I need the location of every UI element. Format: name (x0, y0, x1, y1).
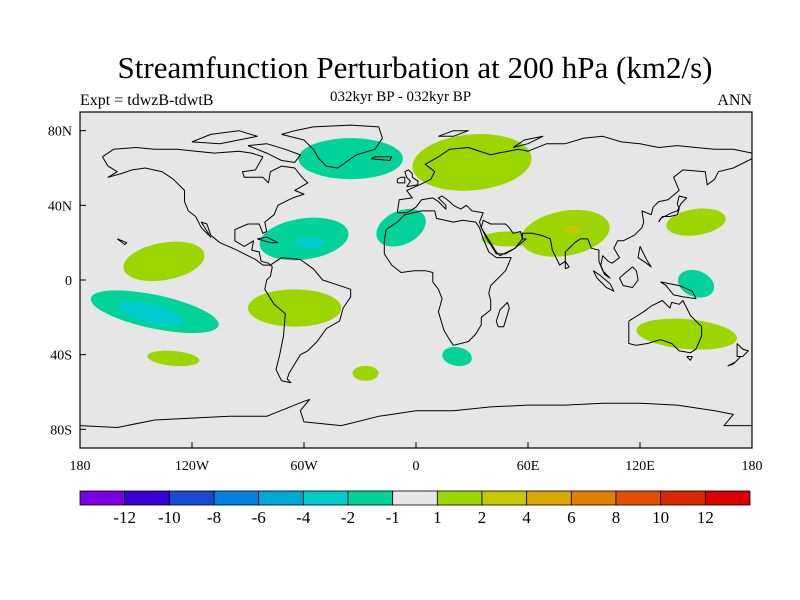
anomaly-region-9 (352, 365, 379, 381)
colorbar-swatch-12 (615, 490, 662, 506)
anomaly-region-2 (123, 241, 205, 282)
anomaly-region-1 (118, 301, 184, 326)
coastline-baffin (247, 143, 301, 163)
coastline-south-america (264, 257, 352, 384)
colorbar-label-1: -10 (158, 508, 181, 527)
coastline-taiwan-phil (637, 246, 652, 268)
coastline-arctic-islands (191, 130, 258, 145)
colorbar-label-10: 6 (567, 508, 576, 527)
lat-tick-label-2: 0 (65, 274, 72, 289)
colorbar-swatch-11 (570, 490, 617, 506)
coastline-tasmania (686, 356, 693, 361)
coastline-madagascar (495, 301, 510, 328)
colorbar-swatch-10 (526, 490, 572, 506)
colorbar-label-9: 4 (522, 508, 531, 527)
coastline-greenland (281, 124, 383, 169)
colorbar-label-13: 12 (697, 508, 714, 527)
colorbar-label-12: 10 (652, 508, 669, 527)
anomaly-region-6 (294, 237, 325, 249)
colorbar-label-3: -6 (252, 508, 266, 527)
colorbar-swatch-0 (79, 490, 126, 506)
coastline-africa (383, 210, 512, 346)
colorbar-swatch-4 (258, 490, 304, 506)
anomaly-region-4 (247, 289, 342, 327)
anomaly-region-13 (481, 231, 538, 247)
colorbar-label-8: 2 (478, 508, 487, 527)
map-title: Streamfunction Perturbation at 200 hPa (… (117, 50, 713, 85)
season-label: ANN (717, 92, 752, 109)
coastline-japan (658, 195, 688, 223)
colorbar-label-2: -8 (207, 508, 221, 527)
coastline-layer (80, 124, 752, 428)
colorbar-swatch-9 (481, 490, 528, 506)
coastline-ireland (396, 176, 406, 184)
lat-tick-label-4: 80S (50, 423, 72, 438)
coastline-new-guinea (660, 281, 697, 300)
coastline-sri-lanka (564, 260, 570, 270)
coastline-new-zealand-south (727, 356, 742, 367)
lon-tick-label-1: 120W (175, 459, 210, 474)
colorbar-label-4: -4 (296, 508, 311, 527)
colorbar-swatch-2 (168, 490, 215, 506)
lat-tick-label-3: 40S (50, 349, 72, 364)
anomaly-region-16 (677, 269, 715, 298)
coastline-iceland (370, 156, 393, 161)
coastline-new-zealand (736, 343, 749, 357)
colorbar-label-0: -12 (113, 508, 136, 527)
lon-axis: 180 120W 60W 0 60E 120E 180 (70, 442, 763, 474)
anomaly-region-11 (412, 134, 532, 191)
lon-tick-label-5: 120E (625, 459, 655, 474)
coastline-europe-asia (396, 135, 752, 279)
lon-tick-label-0: 180 (70, 459, 91, 474)
anomaly-region-12 (521, 209, 610, 257)
lon-tick-label-6: 180 (742, 459, 763, 474)
coastline-australia (628, 300, 703, 354)
period-label: 032kyr BP - 032kyr BP (330, 89, 472, 105)
lat-tick-label-1: 40N (48, 199, 72, 214)
lat-tick-label-0: 80N (48, 125, 72, 140)
coastline-svalbard (438, 130, 469, 137)
lon-tick-label-4: 60E (517, 459, 540, 474)
coastline-north-america (101, 147, 309, 266)
anomaly-region-15 (666, 208, 726, 236)
coastline-novaya (512, 135, 544, 148)
coastline-cuba (257, 236, 279, 244)
coastline-sumatra (592, 270, 615, 292)
anomaly-region-17 (636, 318, 737, 350)
coastline-borneo (619, 266, 639, 288)
anomaly-region-14 (565, 225, 581, 234)
colorbar-swatch-3 (213, 490, 260, 506)
colorbar-swatch-7 (392, 490, 438, 506)
anomaly-region-3 (147, 350, 200, 367)
lat-axis: 80N 40N 0 40S 80S (48, 125, 86, 438)
anomaly-region-8 (376, 208, 426, 247)
colorbar-swatch-1 (124, 490, 170, 506)
colorbar-swatch-6 (347, 490, 394, 506)
colorbar-label-5: -2 (341, 508, 355, 527)
experiment-label: Expt = tdwzB-tdwtB (80, 92, 214, 109)
coastline-antarctica (80, 399, 752, 428)
colorbar-swatch-14 (704, 490, 751, 506)
colorbar-label-7: 1 (433, 508, 442, 527)
coastline-uk (404, 169, 419, 188)
colorbar-swatch-5 (302, 490, 349, 506)
colorbar-swatch-13 (660, 490, 706, 506)
colorbar-label-11: 8 (612, 508, 621, 527)
coastline-arabia (480, 219, 523, 255)
colorbar-swatch-8 (436, 490, 483, 506)
anomaly-region-10 (442, 346, 472, 367)
colorbar: -12 -10 -8 -6 -4 -2 -1 1 2 4 6 8 10 12 (79, 490, 751, 527)
lon-tick-label-3: 0 (413, 459, 420, 474)
coastline-hawaii (117, 238, 128, 245)
anomaly-layer (90, 134, 737, 381)
colorbar-label-6: -1 (386, 508, 400, 527)
lon-tick-label-2: 60W (290, 459, 318, 474)
